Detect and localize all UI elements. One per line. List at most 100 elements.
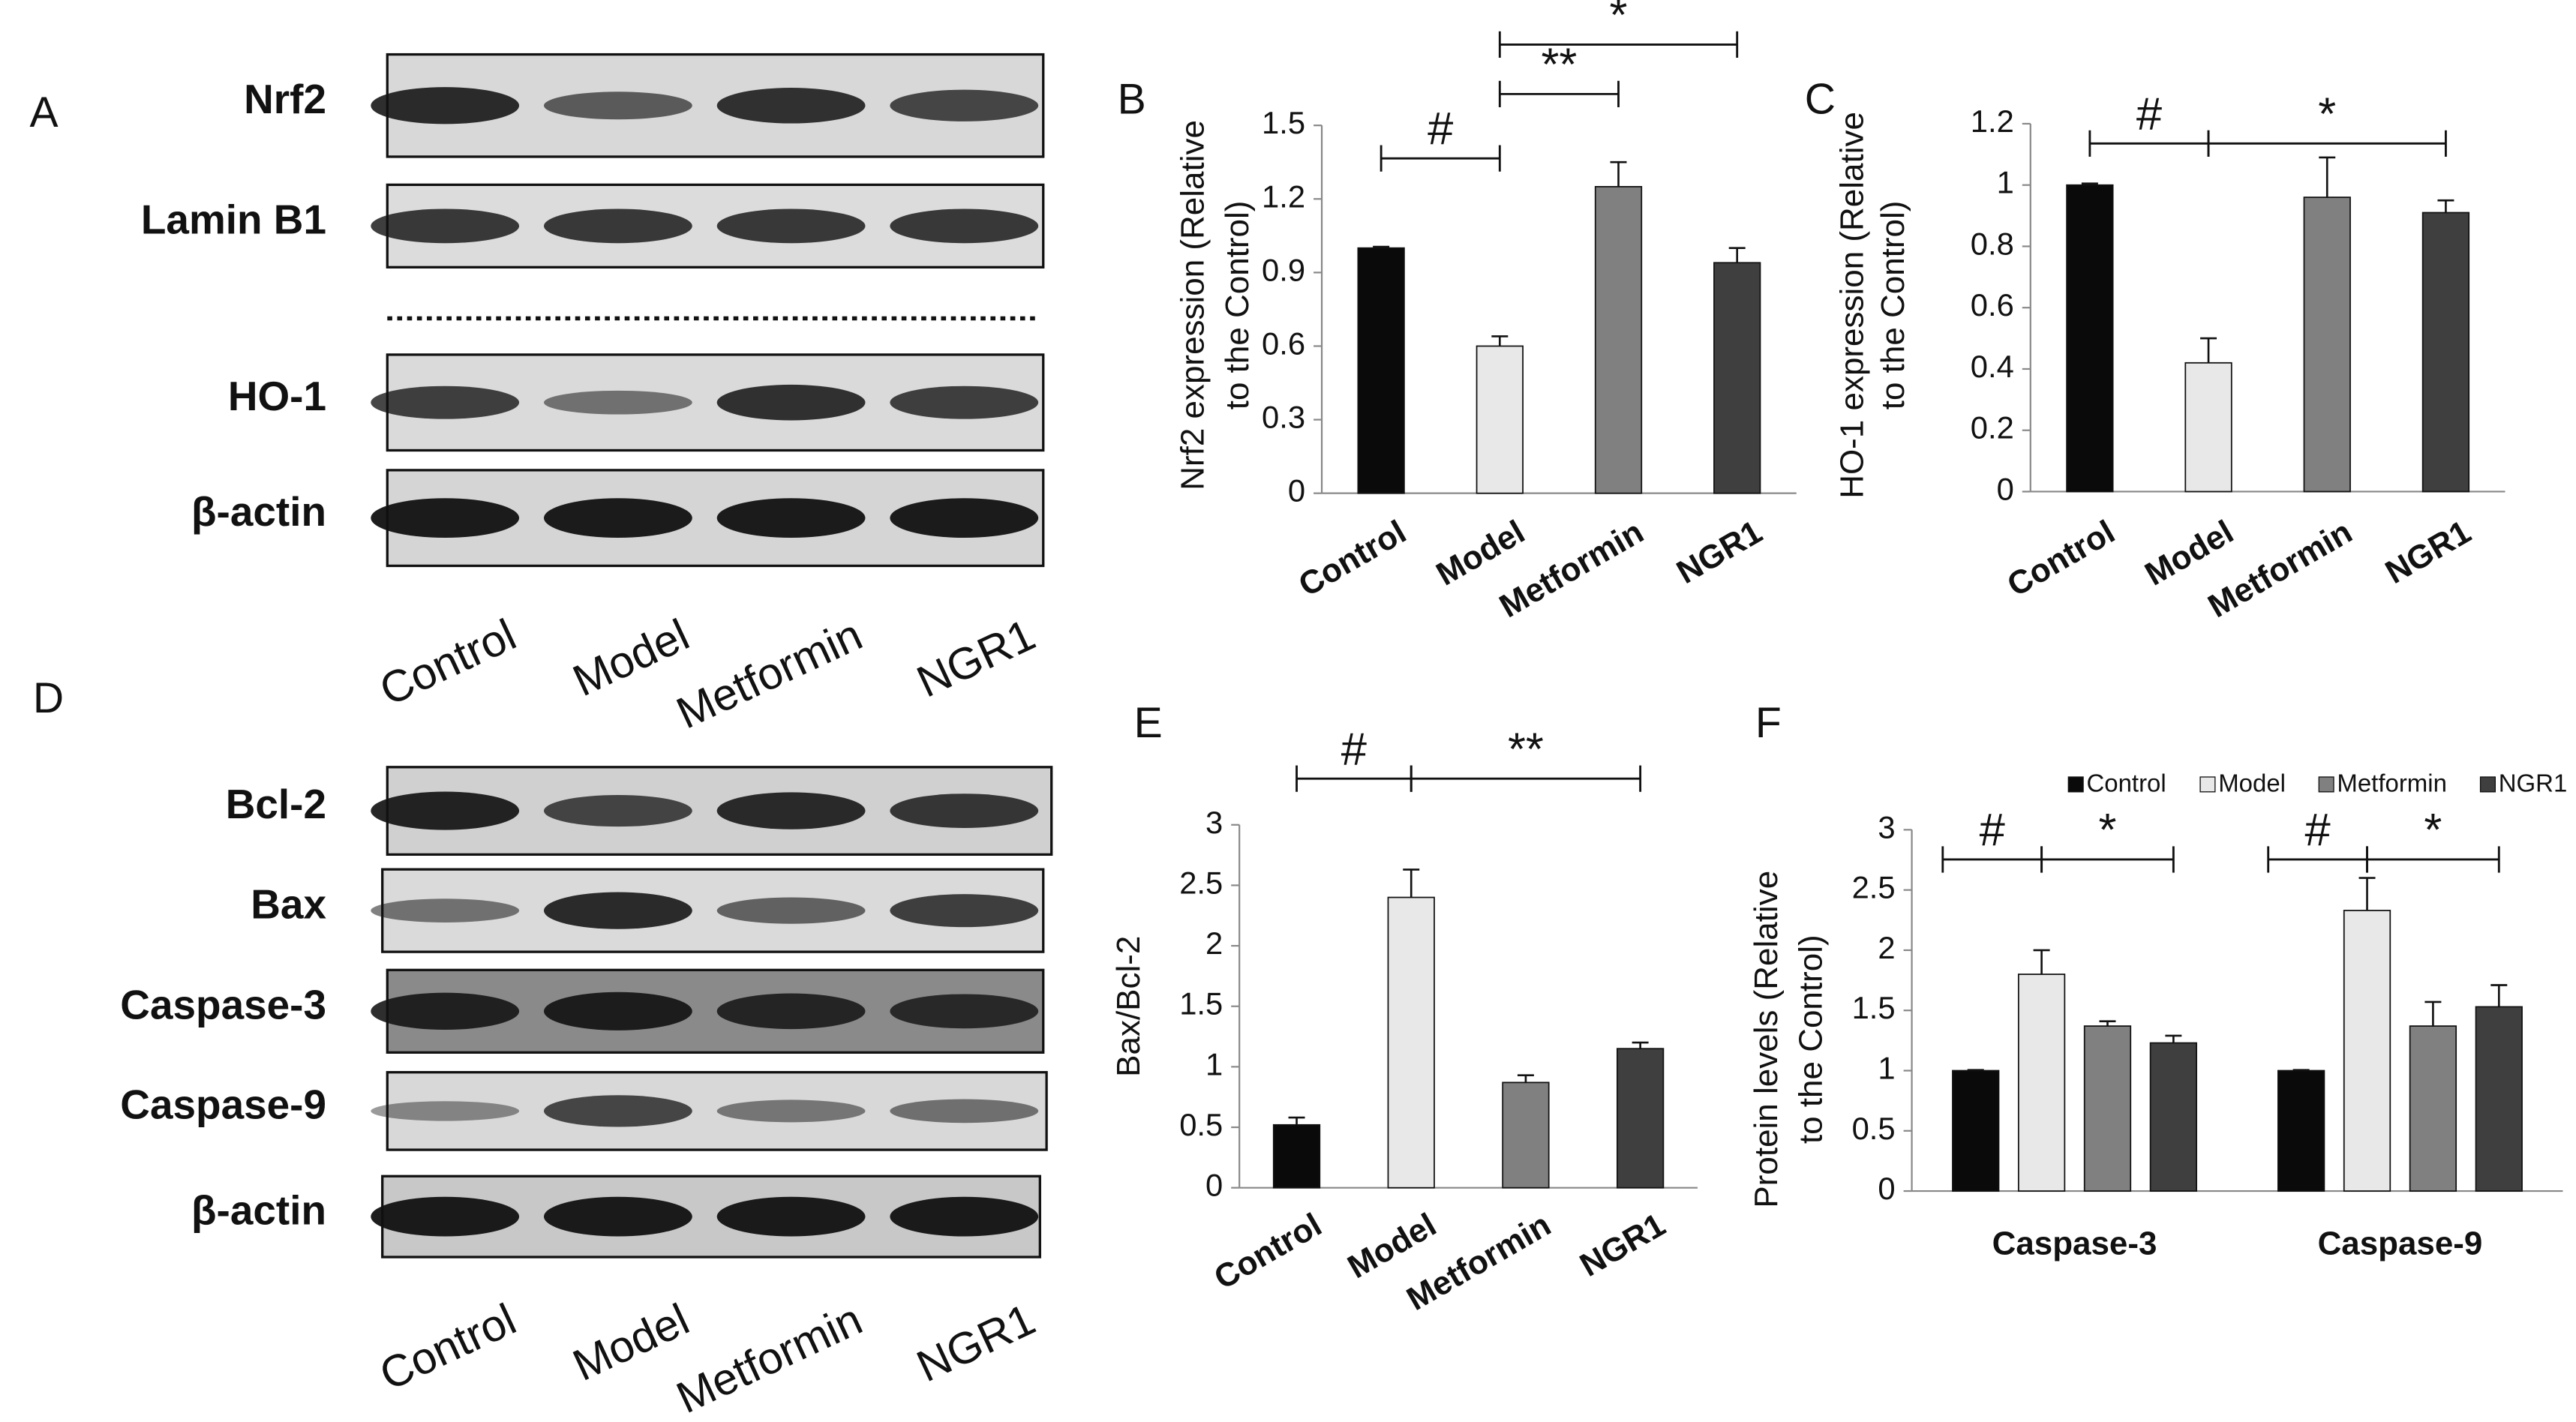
sig-label: *	[2099, 804, 2117, 856]
blot-row-label: Bax	[251, 880, 326, 927]
y-tick-label: 0	[1288, 473, 1305, 508]
bar	[2277, 1070, 2325, 1192]
y-tick-label: 2	[1205, 926, 1223, 961]
sig-label: #	[1980, 804, 2005, 856]
y-tick-label: 3	[1878, 809, 1895, 844]
legend-swatch	[2318, 776, 2334, 793]
sig-label: *	[2424, 804, 2442, 856]
y-tick-label: 1.5	[1262, 105, 1305, 140]
blot-row-label: HO-1	[228, 373, 326, 419]
panel-label: E	[1134, 699, 1163, 747]
y-axis-label: to the Control)	[1792, 934, 1829, 1144]
y-axis-label: Nrf2 expression (Relative	[1174, 120, 1211, 490]
blot-band	[890, 994, 1039, 1029]
blot-band	[371, 898, 520, 922]
blot-band	[371, 498, 520, 538]
lane-label: Metformin	[669, 1294, 869, 1422]
y-tick-label: 0.2	[1971, 410, 2014, 446]
y-tick-label: 1	[1878, 1051, 1895, 1086]
blot-band	[371, 791, 520, 830]
y-tick-label: 3	[1205, 805, 1223, 840]
x-tick-label: Caspase-3	[1992, 1225, 2157, 1262]
y-tick-label: 2	[1878, 930, 1895, 965]
panel-label: A	[30, 88, 59, 136]
y-tick-label: 0.5	[1852, 1111, 1896, 1146]
y-tick-label: 0.5	[1179, 1107, 1223, 1142]
panel-label: B	[1118, 75, 1146, 123]
bar	[1357, 247, 1405, 494]
sig-label: **	[1541, 38, 1577, 90]
y-tick-label: 1	[1205, 1046, 1223, 1082]
blot-band	[890, 1099, 1039, 1124]
blot-band	[716, 88, 866, 124]
blot-band	[890, 894, 1039, 928]
bar	[2343, 910, 2391, 1192]
blot-band	[371, 1101, 520, 1121]
blot-band	[544, 1196, 692, 1237]
bar	[2409, 1025, 2457, 1192]
y-tick-label: 1.5	[1852, 990, 1896, 1025]
blot-band	[890, 89, 1039, 122]
blot-band	[716, 1196, 866, 1237]
legend-swatch	[2479, 776, 2496, 793]
y-tick-label: 0.6	[1262, 326, 1305, 361]
bar	[2421, 212, 2470, 493]
bar	[1387, 896, 1435, 1189]
x-tick-label: Caspase-9	[2318, 1225, 2483, 1262]
y-tick-label: 1.2	[1971, 104, 2014, 139]
y-axis-label: to the Control)	[1219, 201, 1256, 410]
blot-band	[716, 498, 866, 538]
blot-band	[371, 386, 520, 419]
lane-label: Control	[372, 1294, 524, 1400]
y-axis-label: Bax/Bcl-2	[1110, 936, 1147, 1077]
blot-band	[371, 1196, 520, 1237]
blot-band	[544, 1095, 692, 1127]
bar	[1476, 345, 1524, 494]
sig-label: #	[1428, 103, 1453, 154]
blot-band	[716, 1100, 866, 1123]
lane-label: NGR1	[909, 1294, 1043, 1391]
bar	[1502, 1082, 1550, 1189]
blot-band	[716, 208, 866, 244]
panel-label: F	[1755, 699, 1782, 747]
bar	[1713, 262, 1761, 494]
blot-band	[544, 390, 692, 415]
y-tick-label: 0.9	[1262, 252, 1305, 287]
lane-label: Metformin	[669, 609, 869, 738]
blot-band	[544, 208, 692, 244]
bar	[1952, 1070, 2000, 1192]
sig-label: *	[2318, 88, 2336, 140]
y-tick-label: 2.5	[1852, 870, 1896, 905]
blot-band	[890, 794, 1039, 828]
y-tick-label: 1.2	[1262, 178, 1305, 214]
y-axis-label: Protein levels (Relative	[1748, 871, 1785, 1208]
blot-band	[544, 498, 692, 538]
bar	[1616, 1048, 1665, 1189]
x-tick-label: Control	[1293, 514, 1413, 604]
x-tick-label: NGR1	[1574, 1206, 1671, 1284]
blot-band	[890, 1196, 1039, 1237]
y-tick-label: 0	[1878, 1171, 1895, 1206]
sig-label: #	[2305, 804, 2331, 856]
panel-label: D	[33, 674, 64, 722]
bar	[2303, 196, 2351, 493]
blot-band	[716, 993, 866, 1030]
x-tick-label: Control	[1208, 1206, 1328, 1297]
y-tick-label: 2.5	[1179, 865, 1223, 900]
y-tick-label: 0.6	[1971, 287, 2014, 322]
lane-label: Control	[372, 609, 524, 716]
lane-label: NGR1	[909, 609, 1043, 706]
blot-band	[716, 384, 866, 421]
y-tick-label: 0	[1997, 471, 2014, 506]
legend-swatch	[2067, 776, 2084, 793]
legend-label: Metformin	[2337, 770, 2446, 797]
blot-band	[890, 498, 1039, 538]
blot-row-label: Bcl-2	[226, 781, 326, 827]
bar	[2017, 974, 2066, 1192]
bar	[2475, 1006, 2523, 1192]
sig-label: *	[1610, 0, 1628, 40]
blot-band	[371, 992, 520, 1030]
panel-label: C	[1805, 75, 1836, 123]
